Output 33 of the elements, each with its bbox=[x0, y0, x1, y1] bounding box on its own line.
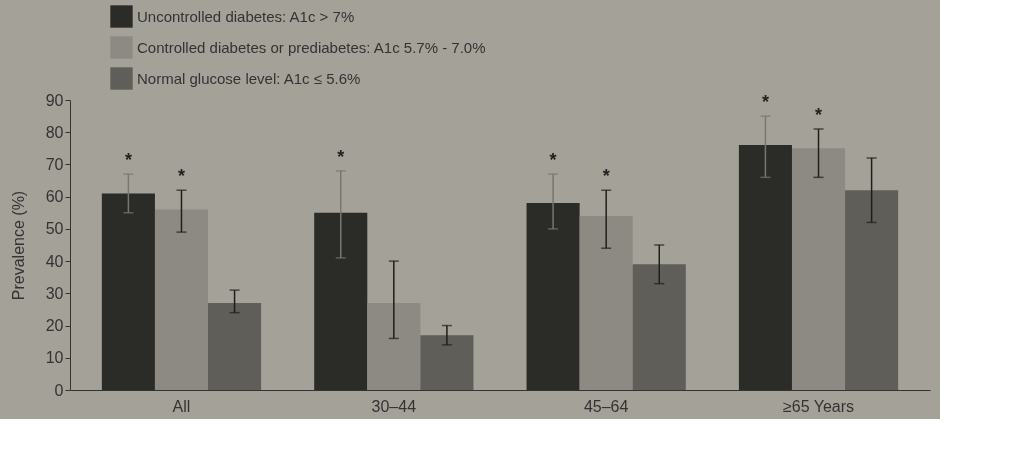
bar bbox=[632, 264, 686, 390]
y-tick-label: 70 bbox=[45, 155, 64, 173]
y-tick-label: 30 bbox=[45, 284, 64, 302]
legend-label: Uncontrolled diabetes: A1c > 7% bbox=[137, 7, 355, 25]
x-tick-label: ≥65 Years bbox=[782, 397, 855, 415]
x-tick-label: 45–64 bbox=[583, 397, 629, 415]
data-label: * bbox=[124, 150, 132, 171]
bar bbox=[845, 190, 899, 390]
legend-label: Controlled diabetes or prediabetes: A1c 5.7% - 7.0% bbox=[137, 38, 486, 56]
data-label: * bbox=[177, 166, 185, 187]
y-tick-label: 40 bbox=[45, 252, 64, 270]
y-tick-label: 10 bbox=[45, 349, 64, 367]
x-tick-label: 30–44 bbox=[371, 397, 417, 415]
bar bbox=[154, 209, 209, 390]
data-label: * bbox=[337, 146, 345, 167]
bar bbox=[208, 303, 262, 390]
y-tick-label: 50 bbox=[45, 220, 64, 238]
data-label: * bbox=[602, 166, 610, 187]
data-label: * bbox=[549, 150, 557, 171]
y-axis-title: Prevalence (%) bbox=[9, 190, 27, 301]
x-tick-label: All bbox=[172, 397, 191, 415]
bar bbox=[420, 335, 474, 390]
y-tick-label: 60 bbox=[45, 188, 64, 206]
bar bbox=[367, 303, 421, 390]
bar bbox=[791, 148, 846, 390]
y-tick-label: 90 bbox=[45, 91, 64, 109]
legend-label: Normal glucose level: A1c ≤ 5.6% bbox=[137, 69, 361, 87]
y-tick-label: 20 bbox=[45, 317, 64, 335]
data-label: * bbox=[815, 105, 823, 125]
bar bbox=[579, 216, 633, 390]
y-tick-label: 80 bbox=[45, 123, 64, 141]
data-label: * bbox=[761, 92, 769, 113]
y-tick-label: 0 bbox=[54, 381, 64, 399]
